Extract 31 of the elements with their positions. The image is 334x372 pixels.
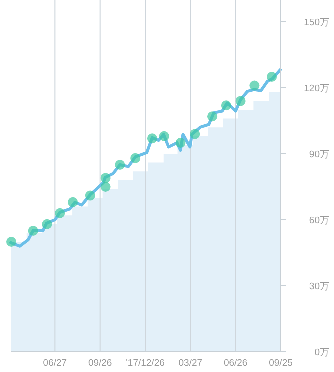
point <box>68 197 78 208</box>
y-tick-label: 0万 <box>314 348 330 358</box>
point <box>6 237 16 247</box>
point <box>147 134 158 144</box>
point <box>115 160 126 170</box>
point <box>100 173 111 184</box>
point <box>236 96 246 106</box>
point <box>28 226 38 236</box>
point <box>176 138 186 148</box>
point <box>85 190 96 201</box>
x-tick-label: '17/12/26 <box>126 358 165 369</box>
x-tick-label: 09/26 <box>88 358 112 369</box>
point <box>100 182 111 192</box>
point <box>190 129 200 140</box>
x-tick-label: 03/27 <box>178 358 203 369</box>
y-tick-label: 90万 <box>309 150 330 160</box>
point <box>221 100 232 111</box>
point <box>42 219 52 230</box>
y-tick-label: 60万 <box>309 216 330 226</box>
point <box>267 72 278 82</box>
y-tick-label: 120万 <box>304 84 330 94</box>
point <box>55 208 66 218</box>
x-tick-label: 06/26 <box>224 358 248 369</box>
x-tick-label: 06/27 <box>43 358 68 369</box>
point <box>250 80 260 91</box>
y-tick-label: 150万 <box>304 18 330 28</box>
x-tick-label: 09/25 <box>269 358 293 369</box>
y-tick-label: 30万 <box>309 282 330 292</box>
point <box>130 153 141 164</box>
point <box>159 131 170 142</box>
point <box>208 112 218 122</box>
